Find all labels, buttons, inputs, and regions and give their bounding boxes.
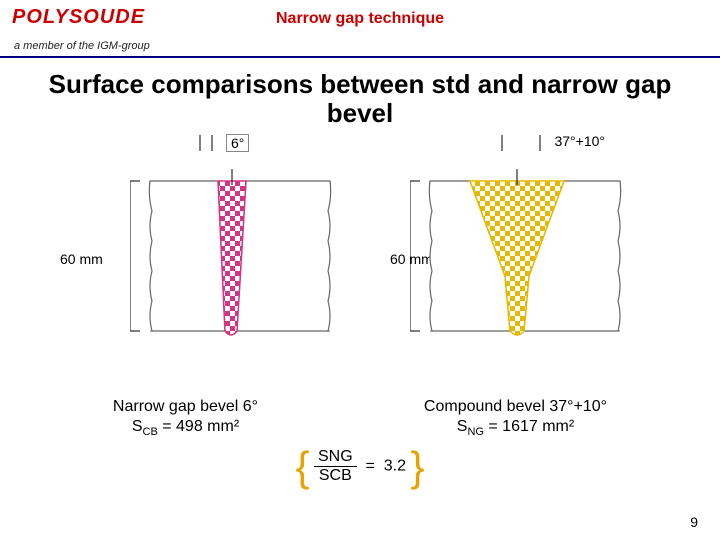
- page-number: 9: [690, 514, 698, 530]
- caption-right-line2: SNG = 1617 mm²: [424, 417, 607, 440]
- page-title: Narrow gap technique: [0, 10, 720, 28]
- cross-section-compound: [410, 161, 640, 351]
- angle-label-right: 37°+10°: [554, 133, 605, 149]
- ratio-equals: =: [366, 458, 375, 475]
- main-title: Surface comparisons between std and narr…: [20, 70, 700, 127]
- diagram-area: 6° 37°+10° 60 mm 60 mm: [20, 131, 700, 391]
- caption-left-line2: SCB = 498 mm²: [113, 417, 258, 440]
- tagline: a member of the IGM-group: [14, 40, 150, 52]
- brace-right-icon: }: [410, 450, 424, 484]
- caption-right-line1: Compound bevel 37°+10°: [424, 397, 607, 417]
- caption-right: Compound bevel 37°+10° SNG = 1617 mm²: [424, 397, 607, 440]
- angle-label-left: 6°: [220, 133, 255, 153]
- ratio-row: { SNG SCB = 3.2 }: [0, 448, 720, 485]
- caption-row: Narrow gap bevel 6° SCB = 498 mm² Compou…: [30, 397, 690, 440]
- ratio-fraction: SNG SCB: [314, 448, 357, 485]
- ratio-value: 3.2: [384, 458, 406, 475]
- cross-section-narrow: [130, 161, 350, 351]
- caption-left: Narrow gap bevel 6° SCB = 498 mm²: [113, 397, 258, 440]
- caption-left-line1: Narrow gap bevel 6°: [113, 397, 258, 417]
- brace-left-icon: {: [295, 450, 309, 484]
- dim-label-left: 60 mm: [60, 251, 103, 267]
